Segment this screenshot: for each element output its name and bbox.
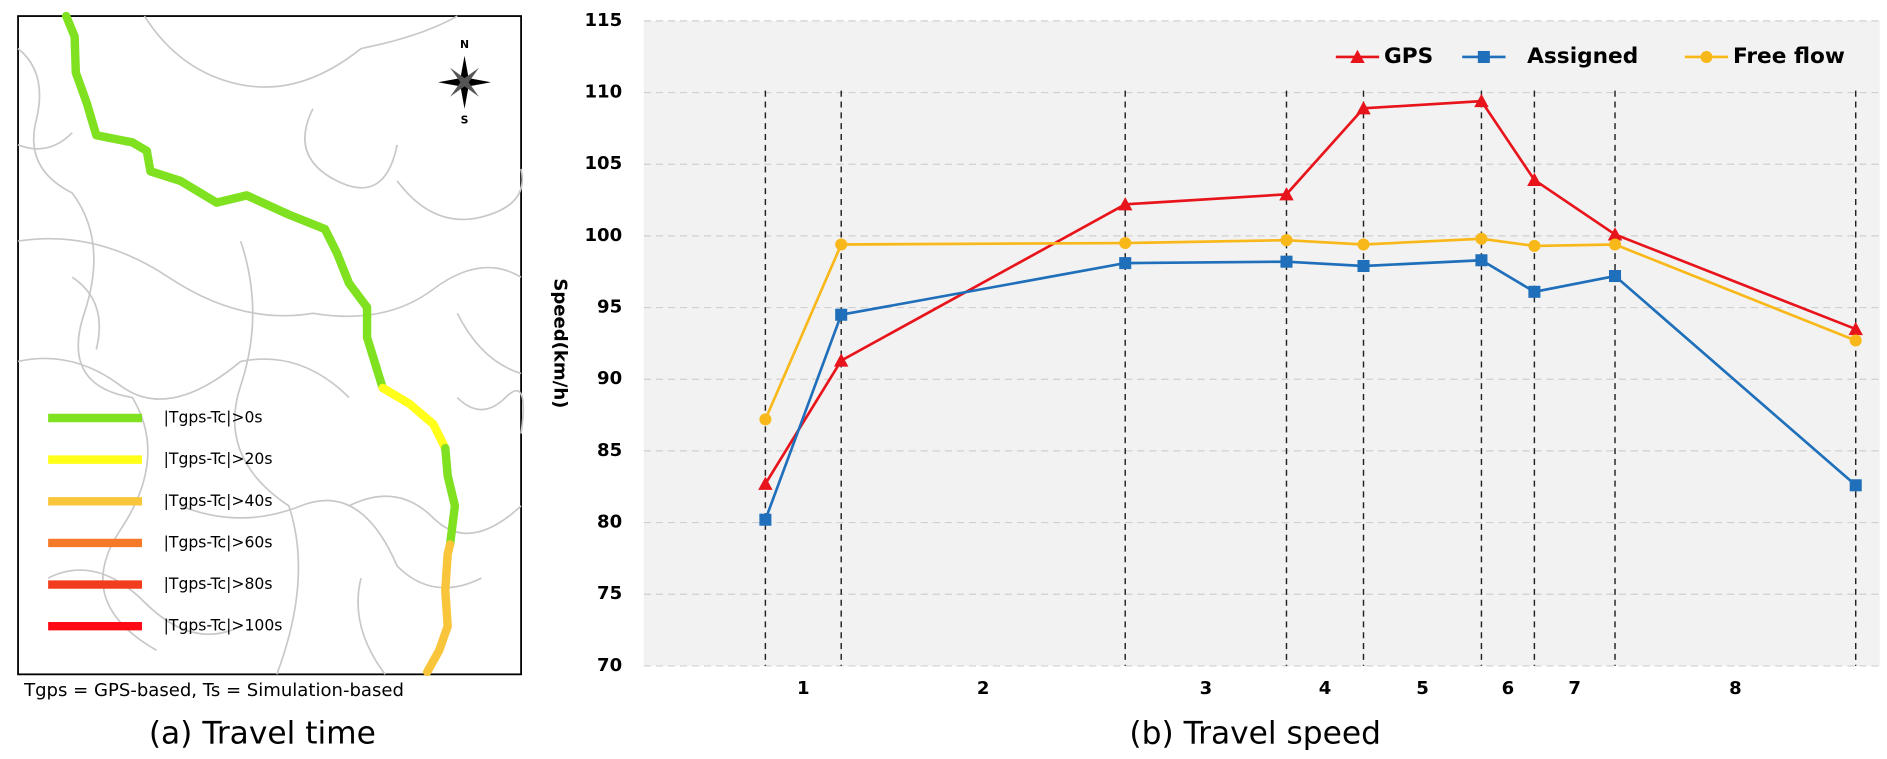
data-point: [1849, 334, 1862, 347]
y-tick-label: 75: [597, 583, 622, 604]
legend-label: |Tgps-Tc|>60s: [164, 532, 273, 551]
data-point: [1849, 479, 1862, 492]
route-segment: [61, 11, 387, 393]
compass-label: S: [461, 114, 469, 127]
y-tick-label: 105: [585, 153, 623, 174]
section-label: 7: [1568, 678, 1581, 699]
data-point: [1280, 255, 1293, 268]
route: [61, 11, 460, 677]
data-point: [1279, 187, 1294, 201]
data-point: [1609, 238, 1622, 251]
data-point: [1609, 270, 1622, 283]
data-point: [759, 413, 772, 426]
data-point: [1117, 197, 1133, 211]
section-label: 6: [1502, 678, 1515, 699]
data-point: [835, 238, 848, 251]
y-axis-label: Speed(km/h): [550, 278, 571, 408]
map-frame: [17, 15, 522, 676]
legend-label: |Tgps-Tc|>20s: [164, 449, 273, 468]
data-point: [1528, 239, 1541, 252]
data-point: [833, 353, 849, 367]
y-tick-label: 85: [597, 440, 622, 461]
data-point: [835, 308, 848, 321]
y-tick-label: 90: [597, 368, 622, 389]
data-point: [1356, 101, 1371, 115]
data-point: [1350, 49, 1365, 63]
compass: N S: [438, 38, 492, 127]
y-tick-label: 100: [585, 225, 623, 246]
data-point: [1475, 254, 1488, 267]
compass-label: N: [460, 38, 469, 51]
section-label: 3: [1200, 678, 1213, 699]
data-point: [1119, 257, 1132, 270]
data-point: [758, 476, 773, 490]
y-tick-label: 110: [585, 82, 623, 103]
route-segment: [423, 540, 455, 677]
y-tick-label: 115: [585, 10, 623, 31]
y-tick-label: 70: [597, 655, 622, 676]
y-tick-label: 80: [597, 512, 622, 533]
data-point: [1848, 321, 1863, 336]
section-label: 8: [1729, 678, 1742, 699]
section-label: 2: [977, 678, 990, 699]
plot-area: [643, 20, 1880, 666]
panel-caption: (b) Travel speed: [1129, 716, 1381, 752]
data-point: [1700, 50, 1713, 63]
data-point: [1357, 259, 1370, 273]
panel-caption: (a) Travel time: [149, 716, 376, 752]
data-point: [1357, 238, 1370, 251]
legend-label: GPS: [1384, 44, 1433, 69]
line-chart: Speed(km/h) (b) Travel speed 70758085909…: [550, 10, 1880, 752]
y-tick-label: 95: [597, 297, 622, 318]
map-legend: |Tgps-Tc|>0s |Tgps-Tc|>20s |Tgps-Tc|>40s |T…: [48, 408, 282, 635]
map-note: Tgps = GPS-based, Ts = Simulation-based: [23, 680, 404, 701]
data-point: [1528, 285, 1541, 298]
road-network: [17, 15, 525, 675]
data-point: [1119, 237, 1132, 250]
data-point: [1280, 234, 1293, 247]
legend-label: |Tgps-Tc|>40s: [164, 491, 273, 510]
map-panel: N S |Tgps-Tc|>0s |Tgps-Tc|>20s |Tgps-Tc|>4…: [17, 11, 525, 752]
route-segment: [441, 443, 460, 549]
legend-label: Free flow: [1733, 44, 1845, 69]
data-point: [1607, 227, 1623, 241]
section-label: 4: [1319, 678, 1332, 699]
legend-label: |Tgps-Tc|>0s: [164, 408, 263, 427]
legend-label: |Tgps-Tc|>80s: [164, 574, 273, 593]
data-point: [1474, 93, 1489, 108]
legend-label: |Tgps-Tc|>100s: [164, 616, 283, 635]
route-segment: [378, 383, 450, 453]
data-point: [759, 513, 772, 526]
data-point: [1527, 172, 1542, 187]
section-label: 5: [1416, 678, 1429, 699]
data-point: [1477, 50, 1490, 63]
data-point: [1475, 232, 1488, 245]
section-label: 1: [797, 678, 810, 699]
legend-label: Assigned: [1527, 44, 1638, 69]
